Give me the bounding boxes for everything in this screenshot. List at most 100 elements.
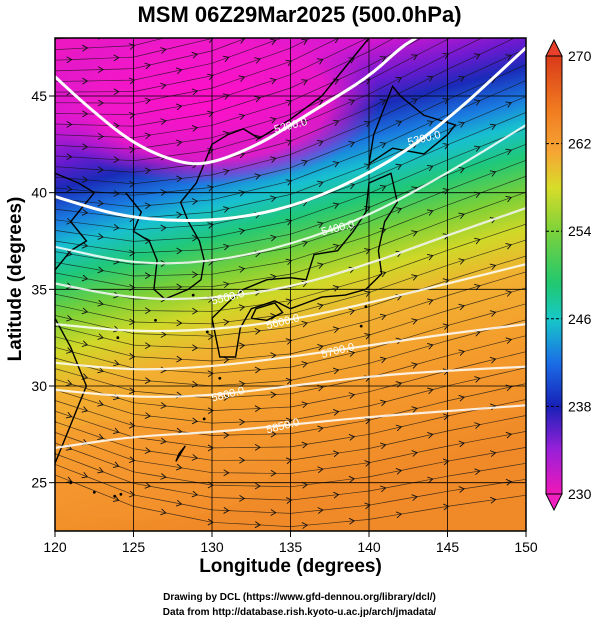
streamline-arrow [160,47,167,54]
streamline-arrow [144,377,152,384]
streamline-arrow [474,376,481,383]
streamline-arrow [97,366,104,374]
streamline-arrow [489,263,497,271]
streamline-arrow [114,21,119,27]
island-marker [191,293,195,297]
streamline-arrow [223,394,230,401]
streamline-arrow [81,274,89,282]
streamline-arrow [128,490,136,498]
streamline-arrow [348,99,356,106]
streamline-arrow [379,227,387,235]
streamline-arrow [270,234,277,242]
y-axis-ticks: 25 30 35 40 45 [31,88,55,491]
streamline-arrow [129,8,135,15]
streamline-arrow [270,391,277,399]
streamline-arrow [458,167,465,174]
contour-line [55,38,417,166]
streamline-arrow [348,434,356,441]
streamline [55,38,166,50]
streamline [24,0,558,6]
streamline-arrow [128,456,136,464]
streamline-arrow [81,340,89,348]
streamline-arrow [379,56,387,63]
streamline-arrow [35,301,40,307]
streamline-arrow [301,119,308,126]
colorbar-tick-label: 270 [568,48,592,64]
streamline-arrow [97,99,104,107]
streamline-arrow [160,331,167,338]
streamline-arrow [269,77,277,85]
streamline-arrow [505,148,513,156]
streamline-arrow [254,327,261,335]
streamline-arrow [144,307,152,315]
streamline-arrow [35,333,40,339]
streamline-arrow [473,145,481,152]
streamline-arrow [81,406,89,413]
streamline-arrow [223,469,230,477]
streamline-arrow [285,497,293,504]
streamline-arrow [97,199,104,207]
streamline-arrow [427,342,434,350]
streamline-arrow [364,163,371,170]
streamline-arrow [474,422,481,429]
island-marker [359,324,363,328]
streamline-arrow [348,475,356,483]
streamline-arrow [207,370,214,378]
streamline-arrow [474,237,481,245]
island-marker [119,492,123,496]
streamline-arrow [285,377,293,385]
streamline-arrow [379,142,387,149]
streamline-arrow [66,153,73,161]
streamline-arrow [333,450,340,458]
streamline-arrow [411,274,418,281]
streamline-arrow [144,202,152,210]
streamline-arrow [505,101,513,108]
streamline-arrow [223,356,230,364]
streamline-arrow [97,467,104,474]
streamline-arrow [490,29,497,37]
streamline-arrow [65,379,73,387]
streamline-arrow [332,367,340,375]
streamline-arrow [55,353,57,361]
streamline-arrow [254,521,261,529]
streamline-arrow [411,450,418,457]
streamline-arrow [301,0,308,4]
streamline-arrow [82,77,89,85]
streamline-arrow [411,406,418,413]
contour-line [55,46,526,223]
streamline-arrow [112,461,120,468]
streamline-arrow [191,51,199,59]
streamline-arrow [223,281,230,289]
streamline-arrow [128,112,136,119]
streamline-arrow [285,60,293,67]
streamline-arrow [160,11,166,18]
streamline-arrow [113,88,120,96]
streamline-arrow [81,241,89,249]
streamline-arrow [395,207,403,214]
streamline-arrow [223,243,230,251]
streamline-arrow [270,352,277,360]
x-tick-label: 140 [357,539,381,555]
streamline-arrow [379,356,387,364]
streamline-arrow [474,5,481,13]
streamline-arrow [144,62,152,70]
streamline-arrow [426,298,434,305]
streamline-arrow [442,413,450,421]
island-marker [154,318,157,322]
streamline-arrow [175,499,183,507]
streamline-arrow [270,509,277,516]
streamline-arrow [443,6,450,14]
streamline-arrow [489,123,497,130]
streamline-arrow [97,266,104,274]
streamline-arrow [364,332,371,340]
contour-line [55,365,526,398]
streamline-arrow [505,5,512,13]
streamline-arrow [426,164,434,172]
streamline-arrow [442,458,450,466]
streamline-arrow [473,53,481,60]
streamline-arrow [175,38,183,39]
streamline-arrow [348,224,356,232]
streamline-arrow [207,185,214,192]
streamline-arrow [55,290,57,297]
streamline-arrow [239,456,246,464]
